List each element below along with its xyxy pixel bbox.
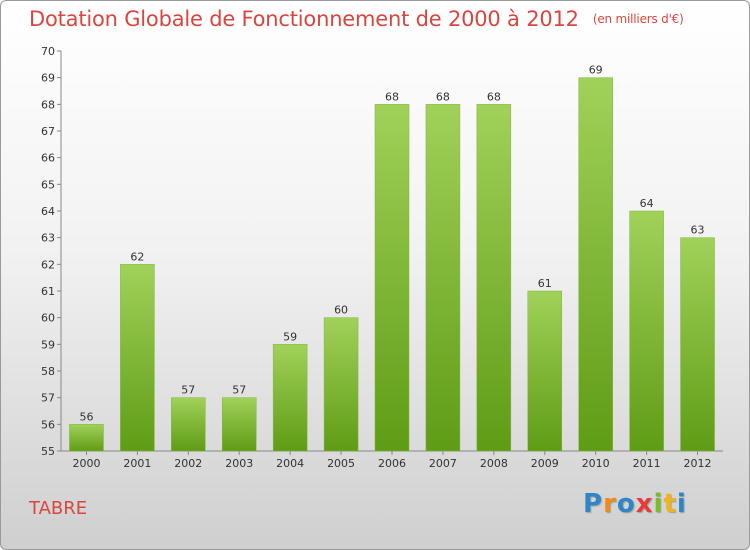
bar-2001 [120,264,155,452]
y-tick-label: 68 [41,98,55,111]
y-tick-label: 70 [41,45,55,58]
chart-title-text: Dotation Globale de Fonctionnement de 20… [29,7,579,31]
logo-letter: i [676,489,687,519]
y-tick-label: 63 [41,232,55,245]
chart-subtitle: (en milliers d'€) [592,12,684,26]
bar-2007 [425,104,461,452]
x-tick-label-2003: 2003 [225,457,253,470]
x-tick-label-2006: 2006 [378,457,406,470]
data-label-2011: 64 [640,197,654,210]
bar-2010 [578,77,613,452]
data-label-2007: 68 [436,90,450,103]
x-tick-label-2009: 2009 [531,457,559,470]
y-tick-label: 66 [41,152,55,165]
y-tick-label: 65 [41,178,55,191]
data-label-2004: 59 [283,330,297,343]
y-tick-label: 55 [41,445,55,458]
data-label-2009: 61 [538,277,552,290]
bar-2011 [629,210,664,452]
x-tick-label-2010: 2010 [582,457,610,470]
data-label-2001: 62 [130,250,144,263]
x-tick-label-2005: 2005 [327,457,355,470]
bar-2008 [476,104,512,452]
y-tick-label: 62 [41,258,55,271]
x-tick-label-2004: 2004 [276,457,304,470]
bar-2004 [272,344,308,452]
chart-title: Dotation Globale de Fonctionnement de 20… [29,7,684,31]
bar-2006 [374,104,410,452]
data-label-2008: 68 [487,90,501,103]
logo-letter: t [663,489,677,519]
y-tick-label: 58 [41,365,55,378]
x-tick-label-2011: 2011 [633,457,661,470]
logo-letter: P [583,489,604,519]
y-tick-label: 61 [41,285,55,298]
axes: 55 56 57 58 59 60 61 62 63 64 65 66 67 68 69 70 2000 2001… [41,45,723,470]
data-label-2010: 69 [589,64,603,77]
y-tick-label: 60 [41,312,55,325]
x-tick-label-2000: 2000 [72,457,100,470]
bars [69,77,715,452]
y-tick-label: 56 [41,418,55,431]
x-tick-label-2001: 2001 [123,457,151,470]
bar-2005 [323,317,359,452]
bar-2009 [527,290,563,452]
y-tick-label: 69 [41,72,55,85]
x-tick-label-2002: 2002 [174,457,202,470]
bar-2012 [680,237,715,452]
y-tick-label: 64 [41,205,55,218]
logo-letter: x [635,489,654,519]
commune-name: TABRE [29,498,88,519]
data-label-2006: 68 [385,90,399,103]
logo-letter: r [603,489,617,519]
data-labels: 56 62 57 57 59 60 68 68 68 61 69 64 63 [79,64,704,424]
bar-2002 [171,397,206,452]
logo-letter: o [616,489,636,519]
x-tick-label-2007: 2007 [429,457,457,470]
proxiti-logo[interactable]: Proxiti [583,489,687,519]
x-tick-label-2012: 2012 [684,457,712,470]
data-label-2012: 63 [691,224,705,237]
data-label-2002: 57 [181,384,195,397]
data-label-2005: 60 [334,304,348,317]
y-tick-label: 59 [41,338,55,351]
data-label-2000: 56 [79,410,93,423]
logo-letter: i [653,489,664,519]
y-tick-label: 57 [41,392,55,405]
data-label-2003: 57 [232,384,246,397]
y-tick-label: 67 [41,125,55,138]
bar-2003 [221,397,257,452]
x-tick-label-2008: 2008 [480,457,508,470]
bar-2000 [69,424,104,452]
